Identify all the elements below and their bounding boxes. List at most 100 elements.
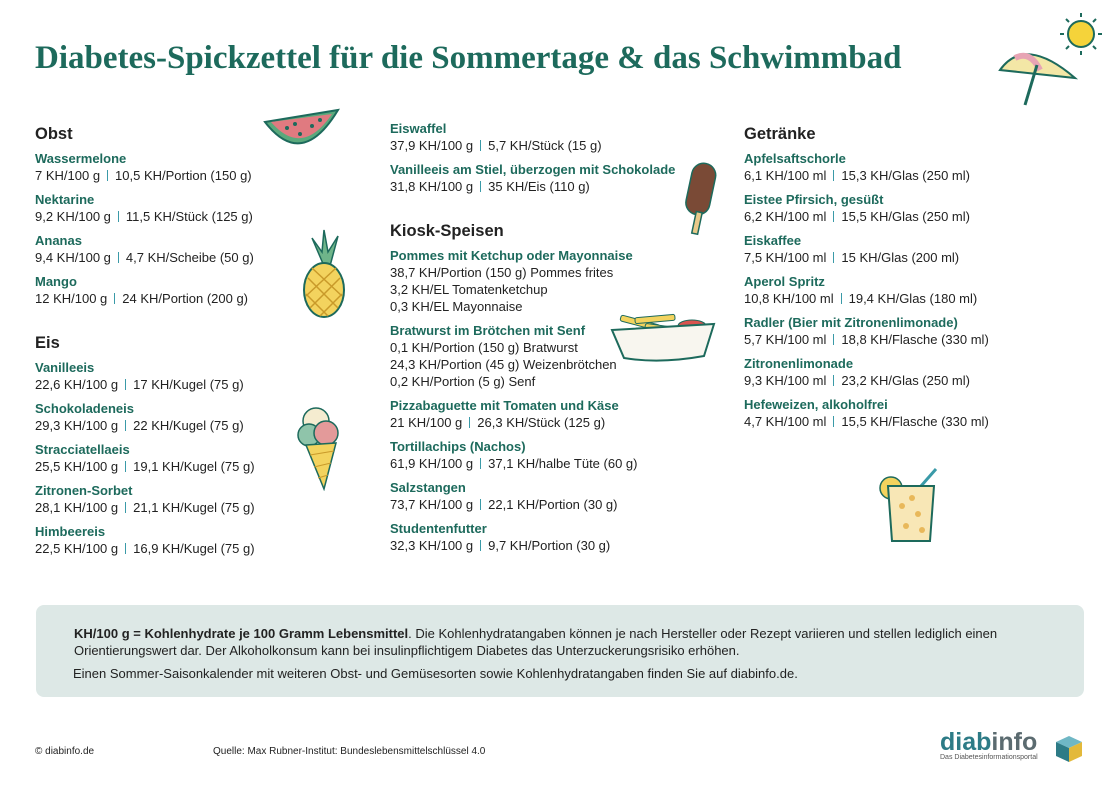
carb-value: 15,5 KH/Glas (250 ml) [841, 209, 970, 224]
source: Quelle: Max Rubner-Institut: Bundesleben… [213, 746, 486, 757]
info-note: Einen Sommer-Saisonkalender mit weiteren… [73, 666, 798, 681]
item-values: 10,8 KH/100 ml 19,4 KH/Glas (180 ml) [744, 290, 1084, 307]
logo-cube [1056, 736, 1082, 762]
carb-value: 22 KH/Kugel (75 g) [133, 418, 244, 433]
carb-value: 19,1 KH/Kugel (75 g) [133, 459, 255, 474]
separator [833, 334, 835, 345]
fries-illustration [610, 313, 716, 362]
item-values: 9,2 KH/100 g 11,5 KH/Stück (125 g) [35, 208, 375, 225]
separator [480, 140, 482, 151]
carb-value: 7,5 KH/100 ml [744, 250, 827, 265]
logo-subtitle: Das Diabetesinformationsportal [940, 754, 1038, 761]
item-values: 25,5 KH/100 g 19,1 KH/Kugel (75 g) [35, 458, 375, 475]
carb-value: 16,9 KH/Kugel (75 g) [133, 541, 255, 556]
food-item: Ananas 9,4 KH/100 g 4,7 KH/Scheibe (50 g) [35, 232, 375, 266]
section: Kiosk-Speisen Pommes mit Ketchup oder May… [390, 221, 730, 554]
carb-value: 18,8 KH/Flasche (330 ml) [841, 332, 989, 347]
section: Eis Vanilleeis 22,6 KH/100 g 17 KH/Kugel (7… [35, 333, 375, 557]
popsicle-illustration [685, 162, 717, 236]
item-name: Pizzabaguette mit Tomaten und Käse [390, 398, 619, 413]
food-item: Pizzabaguette mit Tomaten und Käse 21 KH/… [390, 397, 730, 431]
item-name: Studentenfutter [390, 521, 487, 536]
item-values: 6,2 KH/100 ml 15,5 KH/Glas (250 ml) [744, 208, 1084, 225]
carb-value: 5,7 KH/Stück (15 g) [488, 138, 602, 153]
item-values: 4,7 KH/100 ml 15,5 KH/Flasche (330 ml) [744, 413, 1084, 430]
separator [833, 170, 835, 181]
column: Eiswaffel 37,9 KH/100 g 5,7 KH/Stück (15 g… [390, 120, 730, 580]
food-item: Vanilleeis am Stiel, überzogen mit Schok… [390, 161, 730, 195]
item-name: Vanilleeis am Stiel, überzogen mit Schok… [390, 162, 676, 177]
food-item: Mango 12 KH/100 g 24 KH/Portion (200 g) [35, 273, 375, 307]
carb-value: 31,8 KH/100 g [390, 179, 474, 194]
food-item: Aperol Spritz 10,8 KH/100 ml 19,4 KH/Glas … [744, 273, 1084, 307]
section: Eiswaffel 37,9 KH/100 g 5,7 KH/Stück (15 g… [390, 120, 730, 195]
item-values: 7,5 KH/100 ml 15 KH/Glas (200 ml) [744, 249, 1084, 266]
carb-value: 17 KH/Kugel (75 g) [133, 377, 244, 392]
item-name: Eiswaffel [390, 121, 447, 136]
item-name: Nektarine [35, 192, 95, 207]
item-values: 29,3 KH/100 g 22 KH/Kugel (75 g) [35, 417, 375, 434]
carb-value: 73,7 KH/100 g [390, 497, 474, 512]
item-values: 12 KH/100 g 24 KH/Portion (200 g) [35, 290, 375, 307]
carb-value: 10,8 KH/100 ml [744, 291, 834, 306]
item-values: 73,7 KH/100 g 22,1 KH/Portion (30 g) [390, 496, 730, 513]
item-name: Pommes mit Ketchup oder Mayonnaise [390, 248, 633, 263]
separator [125, 543, 127, 554]
food-item: Zitronenlimonade 9,3 KH/100 ml 23,2 KH/Gla… [744, 355, 1084, 389]
item-name: Tortillachips (Nachos) [390, 439, 526, 454]
item-values: 7 KH/100 g 10,5 KH/Portion (150 g) [35, 167, 375, 184]
item-name: Bratwurst im Brötchen mit Senf [390, 323, 586, 338]
carb-value: 9,2 KH/100 g [35, 209, 111, 224]
title: Diabetes-Spickzettel für die Sommertage … [35, 40, 902, 76]
separator [833, 375, 835, 386]
carb-value: 26,3 KH/Stück (125 g) [477, 415, 606, 430]
carb-value: 9,7 KH/Portion (30 g) [488, 538, 611, 553]
item-name: Radler (Bier mit Zitronenlimonade) [744, 315, 958, 330]
carb-line: 0,1 KH/Portion (150 g) Bratwurst [390, 340, 578, 355]
carb-value: 35 KH/Eis (110 g) [488, 179, 590, 194]
disclaimer: . Die Kohlenhydratangaben können je nach… [74, 626, 998, 658]
carb-line: 3,2 KH/EL Tomatenketchup [390, 282, 548, 297]
carb-value: 29,3 KH/100 g [35, 418, 119, 433]
carb-value: 6,1 KH/100 ml [744, 168, 827, 183]
carb-value: 10,5 KH/Portion (150 g) [115, 168, 252, 183]
item-name: Stracciatellaeis [35, 442, 130, 457]
icecream-illustration [297, 407, 339, 491]
carb-value: 22,6 KH/100 g [35, 377, 119, 392]
carb-value: 24 KH/Portion (200 g) [122, 291, 249, 306]
carb-value: 23,2 KH/Glas (250 ml) [841, 373, 970, 388]
food-item: Wassermelone 7 KH/100 g 10,5 KH/Portion (1… [35, 150, 375, 184]
item-name: Zitronenlimonade [744, 356, 854, 371]
carb-value: 21,1 KH/Kugel (75 g) [133, 500, 255, 515]
section-heading: Eis [35, 334, 60, 352]
item-values: 28,1 KH/100 g 21,1 KH/Kugel (75 g) [35, 499, 375, 516]
item-values: 21 KH/100 g 26,3 KH/Stück (125 g) [390, 414, 730, 431]
food-item: Nektarine 9,2 KH/100 g 11,5 KH/Stück (125 … [35, 191, 375, 225]
carb-value: 9,4 KH/100 g [35, 250, 111, 265]
item-name: Eiskaffee [744, 233, 802, 248]
item-name: Hefeweizen, alkoholfrei [744, 397, 888, 412]
item-values: 22,6 KH/100 g 17 KH/Kugel (75 g) [35, 376, 375, 393]
item-values: 6,1 KH/100 ml 15,3 KH/Glas (250 ml) [744, 167, 1084, 184]
carb-line: 24,3 KH/Portion (45 g) Weizenbrötchen [390, 357, 617, 372]
food-item: Vanilleeis 22,6 KH/100 g 17 KH/Kugel (75 g… [35, 359, 375, 393]
food-item: Himbeereis 22,5 KH/100 g 16,9 KH/Kugel (75… [35, 523, 375, 557]
carb-value: 15,5 KH/Flasche (330 ml) [841, 414, 989, 429]
info-text: KH/100 g = Kohlenhydrate je 100 Gramm Le… [74, 625, 1054, 659]
carb-value: 6,2 KH/100 ml [744, 209, 827, 224]
carb-value: 7 KH/100 g [35, 168, 101, 183]
separator [480, 181, 482, 192]
item-name: Aperol Spritz [744, 274, 825, 289]
separator [125, 379, 127, 390]
separator [840, 293, 842, 304]
item-name: Zitronen-Sorbet [35, 483, 133, 498]
separator [125, 461, 127, 472]
carb-value: 22,5 KH/100 g [35, 541, 119, 556]
section-heading: Kiosk-Speisen [390, 222, 504, 240]
info-box: KH/100 g = Kohlenhydrate je 100 Gramm Le… [36, 605, 1084, 697]
item-name: Mango [35, 274, 77, 289]
food-item: Salzstangen 73,7 KH/100 g 22,1 KH/Portion … [390, 479, 730, 513]
watermelon-illustration [263, 108, 340, 145]
pineapple-illustration [303, 229, 345, 318]
